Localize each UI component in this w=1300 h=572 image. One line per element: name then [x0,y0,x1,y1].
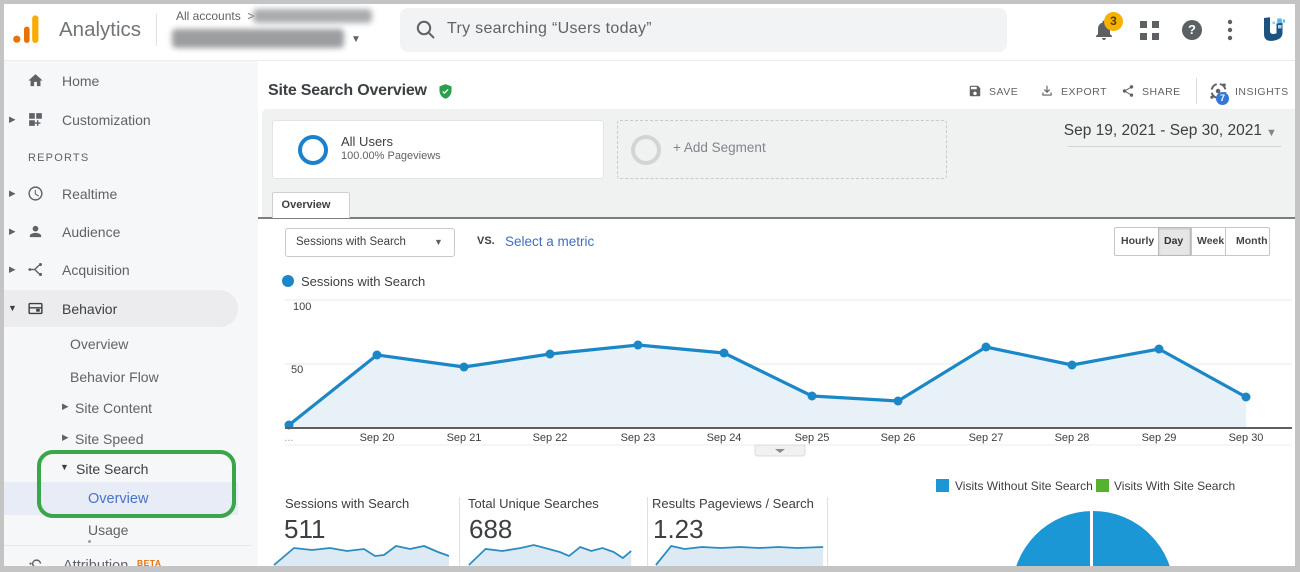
svg-text:Sep 20: Sep 20 [360,432,395,444]
svg-text:50: 50 [291,364,303,376]
svg-text:100: 100 [293,301,311,313]
svg-text:Sep 23: Sep 23 [621,432,656,444]
svg-text:Sep 30: Sep 30 [1229,432,1264,444]
svg-text:Sep 27: Sep 27 [969,432,1004,444]
svg-text:Sep 26: Sep 26 [881,432,916,444]
svg-text:Sep 22: Sep 22 [533,432,568,444]
svg-text:Sep 24: Sep 24 [707,432,742,444]
svg-text:Sep 21: Sep 21 [447,432,482,444]
svg-text:...: ... [284,432,293,444]
svg-text:Sep 29: Sep 29 [1142,432,1177,444]
svg-text:Sep 25: Sep 25 [795,432,830,444]
svg-text:Sep 28: Sep 28 [1055,432,1090,444]
